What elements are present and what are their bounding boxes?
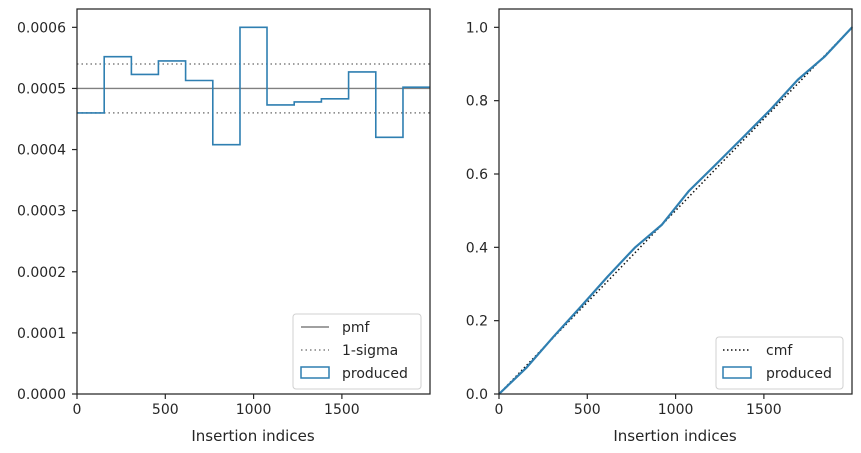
left-legend-box — [292, 313, 422, 390]
produced-point — [633, 246, 636, 249]
left-y-tick-label: 0.0000 — [17, 387, 66, 403]
produced-point — [742, 136, 745, 138]
left-x-tick-label: 1000 — [236, 402, 272, 418]
right-x-axis-title: Insertion indices — [613, 427, 736, 445]
legend-produced-swatch — [300, 366, 330, 379]
produced-cumulative-line — [498, 26, 853, 395]
produced-point — [715, 163, 718, 165]
right-y-tick-label: 1.0 — [466, 20, 488, 36]
legend-produced-label-right: produced — [766, 366, 832, 382]
left-y-tick-label: 0.0001 — [17, 326, 66, 342]
produced-histogram-step — [77, 26, 430, 146]
right-x-tick-label: 0 — [495, 402, 504, 418]
right-marks — [498, 26, 853, 395]
right-x-tick-label: 1000 — [658, 402, 694, 418]
left-x-tick-label: 1500 — [324, 402, 360, 418]
legend-pmf-label: pmf — [342, 320, 371, 336]
right-ticks: 0 500 1000 1500 0.0 0.2 0.4 0.6 0.8 1.0 — [466, 20, 782, 418]
left-ticks: 0 500 1000 1500 0.0000 0.0001 0.0002 0.0003 0.00… — [17, 20, 360, 418]
right-legend: cmf produced — [715, 336, 844, 390]
produced-point — [661, 223, 663, 226]
produced-point — [688, 190, 690, 192]
produced-point — [525, 367, 527, 369]
right-y-tick-label: 0.2 — [466, 314, 488, 330]
produced-point — [579, 306, 582, 308]
left-legend: pmf 1-sigma produced — [292, 313, 422, 390]
right-y-tick-label: 0.8 — [466, 94, 488, 110]
right-x-tick-label: 1500 — [746, 402, 782, 418]
right-axes-frame — [498, 8, 853, 395]
right-y-tick-label: 0.4 — [466, 240, 488, 256]
right-y-tick-label: 0.6 — [466, 167, 488, 183]
left-y-tick-label: 0.0002 — [17, 265, 66, 281]
produced-point — [824, 55, 826, 58]
right-x-tick-label: 500 — [574, 402, 601, 418]
left-y-tick-label: 0.0005 — [17, 81, 66, 97]
cumulative-panel: 0 500 1000 1500 0.0 0.2 0.4 0.6 0.8 1.0 Insertion… — [466, 8, 853, 445]
left-y-tick-label: 0.0003 — [17, 204, 66, 220]
produced-point — [796, 78, 799, 81]
legend-produced-swatch-right — [722, 366, 752, 379]
left-y-tick-label: 0.0004 — [17, 143, 66, 159]
legend-1-sigma-label: 1-sigma — [342, 343, 398, 359]
left-x-tick-label: 500 — [152, 402, 179, 418]
produced-point — [769, 108, 772, 111]
produced-point — [606, 275, 609, 278]
left-x-tick-label: 0 — [73, 402, 82, 418]
legend-cmf-label: cmf — [766, 343, 793, 359]
legend-produced-label: produced — [342, 366, 408, 382]
histogram-panel: 0 500 1000 1500 0.0000 0.0001 0.0002 0.0003 0.00… — [17, 8, 431, 445]
right-y-tick-label: 0.0 — [466, 387, 488, 403]
left-y-tick-label: 0.0006 — [17, 20, 66, 36]
left-marks — [77, 26, 430, 146]
left-x-axis-title: Insertion indices — [191, 427, 314, 445]
produced-point — [552, 336, 555, 338]
